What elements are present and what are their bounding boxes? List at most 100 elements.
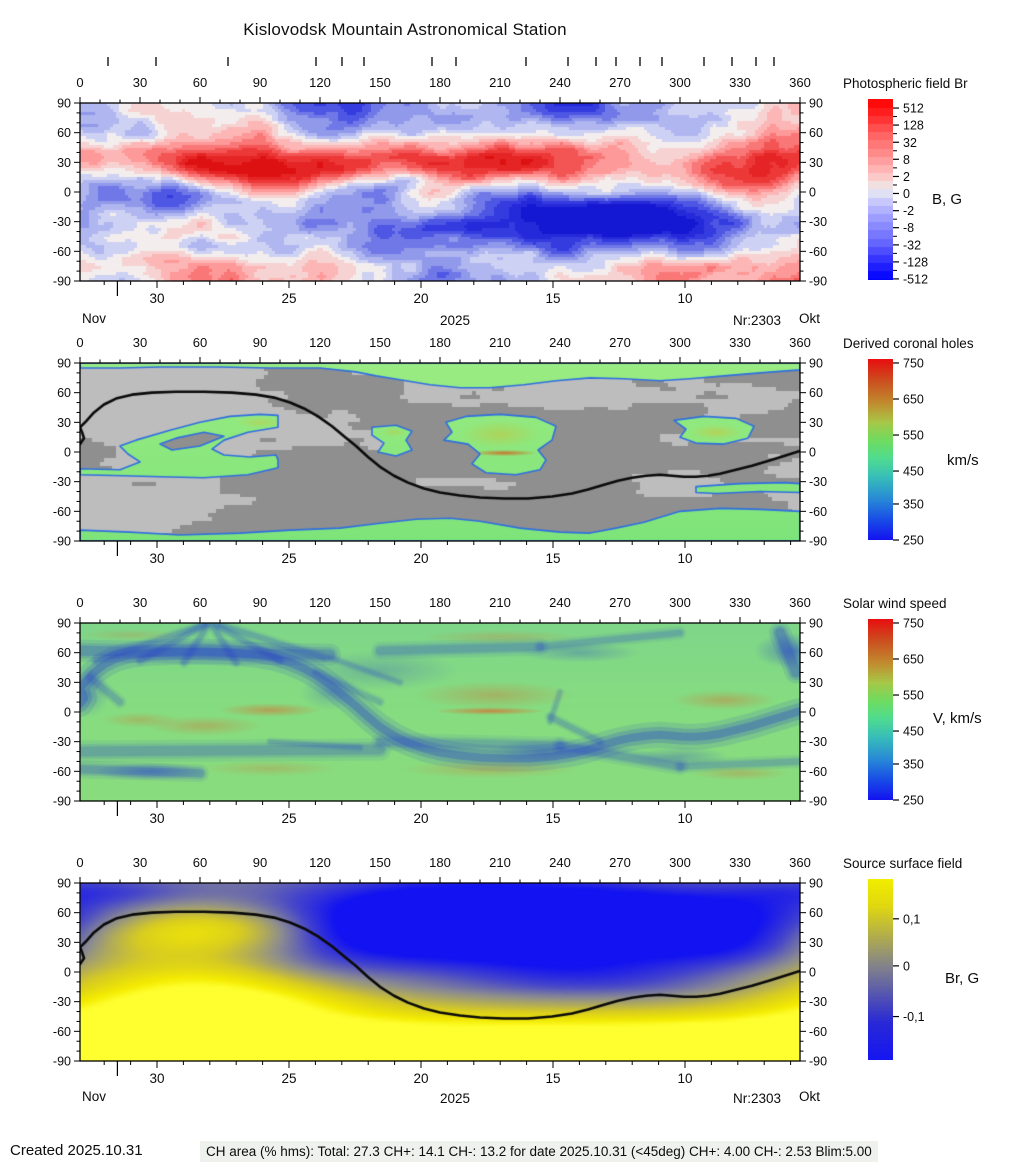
axis-label: -60	[53, 505, 71, 519]
axis-label: 250	[903, 794, 924, 808]
axis-label: 25	[281, 551, 296, 566]
axis-label: 60	[193, 335, 207, 350]
axis-label: 360	[789, 595, 811, 610]
axis-label: 180	[429, 75, 451, 90]
axis-label: 270	[609, 75, 631, 90]
axis-label: 30	[57, 416, 71, 430]
axis-label: 360	[789, 75, 811, 90]
axis-label: -60	[53, 245, 71, 259]
axis-label: 210	[489, 855, 511, 870]
axis-label: 30	[57, 156, 71, 170]
axis-label: 2	[903, 170, 910, 184]
axis-label: 60	[57, 646, 71, 660]
colorbar-title-photospheric: Photospheric field Br	[843, 76, 968, 91]
axis-label: -30	[809, 735, 827, 749]
axis-label: -90	[53, 1055, 71, 1069]
source-surface-field-map	[80, 883, 800, 1061]
axis-label: -90	[809, 1055, 827, 1069]
axis-label: 60	[193, 855, 207, 870]
axis-label: 15	[545, 291, 560, 306]
coronal-holes-map	[80, 363, 800, 541]
axis-label: -2	[903, 204, 914, 218]
rotation-number-label: Nr:2303	[733, 1091, 782, 1106]
colorbar-title-solar-wind: Solar wind speed	[843, 596, 947, 611]
axis-label: 30	[133, 595, 147, 610]
axis-label: 60	[809, 126, 823, 140]
axis-label: -30	[53, 735, 71, 749]
axis-label: 30	[133, 855, 147, 870]
colorbar-coronal-holes	[868, 359, 893, 540]
axis-label: 550	[903, 689, 924, 703]
axis-label: 90	[57, 97, 71, 111]
axis-label: 25	[281, 811, 296, 826]
axis-label: -30	[809, 475, 827, 489]
axis-label: -90	[809, 795, 827, 809]
unit-label-bg: B, G	[932, 191, 963, 208]
axis-label: 120	[309, 595, 331, 610]
axis-label: -30	[809, 215, 827, 229]
axis-label: 30	[149, 291, 164, 306]
axis-label: 60	[57, 386, 71, 400]
axis-label: 60	[809, 386, 823, 400]
axis-label: 90	[809, 877, 823, 891]
axis-label: 30	[149, 551, 164, 566]
axis-label: -8	[903, 221, 914, 235]
axis-label: 270	[609, 595, 631, 610]
axis-label: 300	[669, 75, 691, 90]
axis-label: 240	[549, 75, 571, 90]
axis-label: 180	[429, 595, 451, 610]
axis-label: 240	[549, 595, 571, 610]
axis-label: -60	[53, 765, 71, 779]
axis-label: 750	[903, 616, 924, 630]
axis-label: 15	[545, 811, 560, 826]
axis-label: 25	[281, 291, 296, 306]
axis-label: 360	[789, 855, 811, 870]
axis-label: 90	[253, 335, 267, 350]
axis-label: 180	[429, 335, 451, 350]
axis-label: 150	[369, 595, 391, 610]
axis-label: 90	[253, 75, 267, 90]
axis-label: 250	[903, 534, 924, 548]
axis-label: 0	[76, 335, 83, 350]
axis-label: -60	[809, 505, 827, 519]
axis-label: -90	[53, 535, 71, 549]
axis-label: -60	[809, 245, 827, 259]
axis-label: 20	[413, 1071, 428, 1086]
year-label: 2025	[440, 313, 471, 328]
axis-label: 10	[677, 551, 692, 566]
axis-label: 270	[609, 855, 631, 870]
axis-label: 60	[57, 906, 71, 920]
month-label-nov: Nov	[82, 311, 107, 326]
axis-label: -90	[53, 275, 71, 289]
axis-label: 330	[729, 75, 751, 90]
axis-label: 60	[809, 646, 823, 660]
axis-label: 10	[677, 291, 692, 306]
axis-label: 60	[193, 595, 207, 610]
axis-label: 240	[549, 335, 571, 350]
axis-label: 450	[903, 465, 924, 479]
axis-label: 30	[809, 156, 823, 170]
axis-label: 30	[133, 335, 147, 350]
axis-label: 20	[413, 811, 428, 826]
axis-label: 10	[677, 1071, 692, 1086]
axis-label: 0	[809, 446, 816, 460]
rotation-number-label: Nr:2303	[733, 313, 782, 328]
axis-label: 210	[489, 595, 511, 610]
axis-label: -30	[809, 995, 827, 1009]
axis-label: 0,1	[903, 912, 920, 926]
axis-label: 0	[76, 75, 83, 90]
axis-label: 30	[809, 676, 823, 690]
axis-label: 240	[549, 855, 571, 870]
photospheric-field-map	[80, 103, 800, 281]
axis-label: 90	[57, 617, 71, 631]
axis-label: 0	[809, 966, 816, 980]
axis-label: 512	[903, 102, 924, 116]
axis-label: -60	[53, 1025, 71, 1039]
axis-label: -30	[53, 995, 71, 1009]
axis-label: 360	[789, 335, 811, 350]
axis-label: 0	[76, 855, 83, 870]
axis-label: -90	[809, 275, 827, 289]
colorbar-title-source-surface: Source surface field	[843, 856, 963, 871]
axis-label: 330	[729, 595, 751, 610]
